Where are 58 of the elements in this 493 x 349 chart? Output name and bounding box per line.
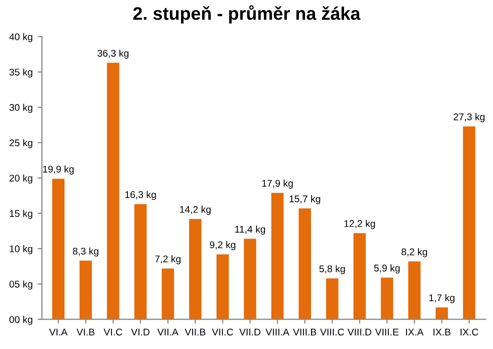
x-tick-label: VIII.A [266, 328, 290, 336]
y-tick-label: 40 kg [9, 33, 32, 42]
bar [463, 126, 476, 320]
data-label: 8,3 kg [72, 247, 98, 257]
y-tick-label: 00 kg [9, 316, 32, 325]
bar [271, 192, 284, 320]
x-tick-label: VII.C [212, 328, 234, 336]
x-tick-label: IX.C [460, 328, 478, 336]
y-tick-label: 05 kg [9, 280, 32, 290]
bar [106, 62, 120, 320]
data-label: 8,2 kg [402, 248, 428, 258]
data-label: 16,3 kg [125, 190, 156, 200]
bar [52, 178, 64, 320]
data-label: 27,3 kg [454, 113, 484, 122]
chart-title: 2. stupeň - průměr na žáka [133, 5, 361, 24]
bar [298, 208, 311, 320]
bar [326, 278, 338, 320]
x-tick-label: VI.C [104, 328, 122, 336]
bar [244, 238, 256, 320]
y-tick-label: 10 kg [10, 245, 32, 254]
data-label: 36,3 kg [98, 50, 128, 59]
data-label: 7,2 kg [155, 255, 181, 264]
bar [80, 260, 92, 320]
x-tick-label: VI.D [131, 328, 150, 336]
x-tick-label: IX.A [406, 328, 424, 336]
data-label: 17,9 kg [262, 180, 293, 189]
y-tick-label: 15 kg [10, 210, 32, 219]
data-label: 19,9 kg [43, 165, 74, 175]
bar [134, 204, 147, 320]
data-label: 9,2 kg [210, 241, 236, 250]
bar [189, 218, 202, 320]
y-tick-label: 25 kg [10, 139, 32, 148]
x-tick-label: VI.A [49, 328, 68, 336]
y-tick-label: 30 kg [9, 104, 32, 113]
y-tick-label: 35 kg [9, 68, 32, 78]
data-label: 12,2 kg [344, 220, 375, 229]
bar [380, 278, 394, 320]
bar [436, 307, 448, 320]
x-tick-label: VII.D [239, 328, 260, 336]
x-tick-label: VIII.C [320, 328, 344, 336]
x-tick-label: VII.B [184, 328, 206, 336]
y-tick-label: 20 kg [10, 174, 32, 184]
x-tick-label: VI.B [76, 328, 94, 336]
data-label: 11,4 kg [235, 226, 266, 235]
data-label: 5,9 kg [374, 264, 400, 274]
bar [408, 261, 421, 320]
bar [353, 233, 366, 320]
x-tick-label: VIII.D [348, 328, 372, 336]
data-label: 14,2 kg [180, 206, 211, 215]
x-tick-label: VIII.E [375, 328, 398, 336]
x-tick-label: VIII.B [292, 328, 316, 336]
x-tick-label: IX.B [433, 328, 450, 336]
data-label: 5,8 kg [319, 265, 345, 274]
bar [162, 268, 174, 320]
data-label: 15,7 kg [290, 195, 320, 204]
data-label: 1,7 kg [429, 294, 454, 304]
bar [216, 254, 229, 320]
x-tick-label: VII.A [157, 328, 178, 336]
